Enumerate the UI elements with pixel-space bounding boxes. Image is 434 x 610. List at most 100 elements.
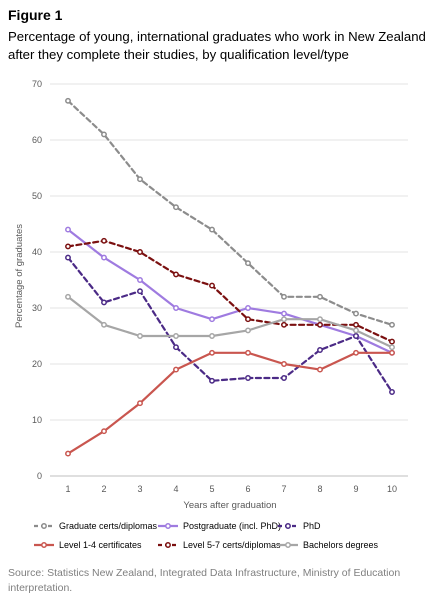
legend-item: Postgraduate (incl. PhD) <box>158 521 281 531</box>
y-tick-label: 30 <box>32 303 42 313</box>
data-point <box>353 349 359 356</box>
data-point <box>173 366 179 373</box>
legend: Graduate certs/diplomas Postgraduate (inc… <box>34 521 379 550</box>
data-point <box>389 338 395 345</box>
data-point <box>245 349 251 356</box>
x-tick-label: 8 <box>317 484 322 494</box>
data-point <box>281 310 287 317</box>
data-point <box>209 226 215 233</box>
data-point <box>173 344 179 351</box>
series-line <box>66 295 394 349</box>
legend-marker <box>165 523 171 529</box>
data-point <box>317 321 323 328</box>
x-axis-label: Years after graduation <box>183 500 276 511</box>
series-line <box>66 256 394 394</box>
x-tick-label: 2 <box>101 484 106 494</box>
data-point <box>389 344 395 351</box>
data-point <box>281 375 287 381</box>
data-point <box>101 321 107 328</box>
data-point <box>101 428 107 435</box>
legend-marker <box>41 542 47 548</box>
series-3 <box>65 349 395 457</box>
data-point <box>317 366 323 373</box>
data-point <box>209 316 215 323</box>
data-point <box>353 310 359 317</box>
data-point <box>245 260 251 267</box>
data-point <box>245 375 251 381</box>
legend-item: Level 1-4 certificates <box>34 540 142 550</box>
series-lines <box>65 97 395 457</box>
legend-marker <box>41 523 47 529</box>
figure-label: Figure 1 <box>8 7 63 23</box>
data-point <box>173 271 179 278</box>
figure-title: Percentage of young, international gradu… <box>8 29 426 62</box>
data-point <box>209 282 215 289</box>
legend-marker <box>285 542 291 548</box>
series-line <box>66 351 394 455</box>
data-point <box>101 299 107 306</box>
data-point <box>209 333 215 339</box>
data-point <box>281 316 287 323</box>
x-tick-label: 10 <box>387 484 397 494</box>
data-point <box>389 321 395 328</box>
data-point <box>353 321 359 328</box>
legend-item: PhD <box>278 521 321 531</box>
data-point <box>317 293 323 300</box>
data-point <box>353 327 359 334</box>
legend-label: Level 5-7 certs/diplomas <box>183 540 281 550</box>
series-5 <box>65 293 395 351</box>
source-note: Source: Statistics New Zealand, Integrat… <box>8 567 401 594</box>
data-point <box>209 349 215 356</box>
data-point <box>137 249 143 255</box>
y-tick-label: 40 <box>32 247 42 257</box>
data-point <box>65 450 71 457</box>
line-chart: 0 10 20 30 40 50 60 70 1 2 3 4 5 6 7 8 9 10 Percentage o… <box>14 79 408 550</box>
data-point <box>65 293 71 300</box>
x-tick-label: 1 <box>65 484 70 494</box>
data-point <box>317 316 323 323</box>
series-line <box>66 228 394 354</box>
data-point <box>173 204 179 211</box>
legend-label: Bachelors degrees <box>303 540 379 550</box>
y-tick-labels: 0 10 20 30 40 50 60 70 <box>32 79 42 481</box>
series-line <box>66 99 394 326</box>
data-point <box>137 400 143 407</box>
data-point <box>317 347 323 353</box>
data-point <box>65 226 71 233</box>
data-point <box>137 277 143 283</box>
data-point <box>209 377 215 384</box>
legend-item: Graduate certs/diplomas <box>34 521 158 531</box>
data-point <box>137 288 143 295</box>
data-point <box>65 97 71 104</box>
legend-marker <box>165 542 171 548</box>
data-point <box>173 333 179 339</box>
y-axis-label: Percentage of graduates <box>14 224 25 328</box>
data-point <box>245 327 251 334</box>
y-tick-label: 50 <box>32 191 42 201</box>
x-tick-label: 4 <box>173 484 178 494</box>
data-point <box>353 333 359 339</box>
y-tick-label: 10 <box>32 415 42 425</box>
data-point <box>245 305 251 311</box>
data-point <box>137 333 143 339</box>
data-point <box>245 316 251 323</box>
data-point <box>281 361 287 367</box>
data-point <box>65 254 71 261</box>
legend-item: Bachelors degrees <box>278 540 379 550</box>
x-tick-labels: 1 2 3 4 5 6 7 8 9 10 <box>65 484 397 494</box>
data-point <box>137 176 143 183</box>
y-tick-label: 0 <box>37 471 42 481</box>
y-tick-label: 20 <box>32 359 42 369</box>
x-tick-label: 5 <box>209 484 214 494</box>
series-1 <box>65 226 395 356</box>
gridlines <box>50 83 408 477</box>
legend-label: Postgraduate (incl. PhD) <box>183 521 281 531</box>
legend-marker <box>285 523 291 529</box>
data-point <box>101 237 107 244</box>
y-tick-label: 60 <box>32 135 42 145</box>
data-point <box>389 349 395 356</box>
data-point <box>101 254 107 261</box>
data-point <box>101 131 107 138</box>
y-tick-label: 70 <box>32 79 42 89</box>
x-tick-label: 3 <box>137 484 142 494</box>
